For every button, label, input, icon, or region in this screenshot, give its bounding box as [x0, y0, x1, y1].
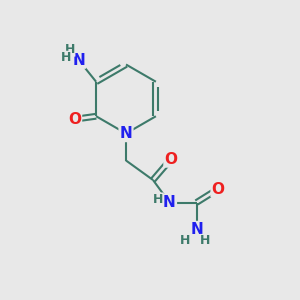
Text: O: O: [68, 112, 81, 127]
Text: H: H: [200, 234, 211, 248]
Text: N: N: [72, 53, 85, 68]
Text: O: O: [164, 152, 178, 166]
Text: H: H: [180, 233, 190, 247]
Text: H: H: [61, 51, 71, 64]
Text: H: H: [153, 193, 163, 206]
Text: N: N: [120, 126, 132, 141]
Text: H: H: [64, 43, 75, 56]
Text: N: N: [163, 195, 176, 210]
Text: N: N: [190, 222, 203, 237]
Text: O: O: [212, 182, 225, 196]
